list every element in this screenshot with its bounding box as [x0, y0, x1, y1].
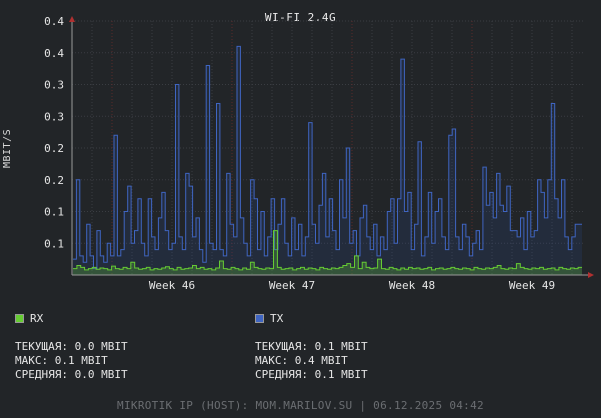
- x-tick-label: Week 46: [149, 279, 195, 292]
- tx-series-line: [73, 45, 582, 270]
- y-tick-label: 0.3: [44, 79, 64, 92]
- legend-rx-label: RX: [30, 312, 44, 325]
- chart-plot: 0.1 0.1 0.2 0.2 0.3 0.3 0.4 0.4 Week 46 Week 47 We…: [44, 15, 594, 292]
- y-tick-label: 0.1: [44, 237, 64, 250]
- tx-area: [73, 46, 582, 276]
- x-axis-arrow: [588, 272, 594, 278]
- tx-max: МАКС: 0.4 MBIT: [255, 354, 348, 367]
- y-tick-label: 0.2: [44, 174, 64, 187]
- y-tick-label: 0.1: [44, 206, 64, 219]
- rx-max: МАКС: 0.1 MBIT: [15, 354, 108, 367]
- legend-rx: RX: [15, 312, 43, 325]
- tx-swatch: [255, 314, 264, 323]
- y-tick-label: 0.2: [44, 142, 64, 155]
- tx-average: СРЕДНЯЯ: 0.1 MBIT: [255, 368, 368, 381]
- rx-area: [73, 230, 582, 275]
- y-tick-label: 0.4: [44, 47, 64, 60]
- x-tick-label: Week 49: [509, 279, 555, 292]
- rx-series-line: [73, 230, 582, 271]
- y-axis-arrow: [69, 16, 75, 22]
- footer-host-info: MIKROTIK IP (HOST): MOM.MARILOV.SU | 06.…: [117, 399, 484, 412]
- tx-stats: ТЕКУЩАЯ: 0.1 MBIT МАКС: 0.4 MBIT СРЕДНЯЯ…: [255, 340, 368, 382]
- legend-tx: TX: [255, 312, 283, 325]
- rx-swatch: [15, 314, 24, 323]
- tx-current: ТЕКУЩАЯ: 0.1 MBIT: [255, 340, 368, 353]
- rx-stats: ТЕКУЩАЯ: 0.0 MBIT МАКС: 0.1 MBIT СРЕДНЯЯ…: [15, 340, 128, 382]
- legend-tx-label: TX: [270, 312, 284, 325]
- rx-average: СРЕДНЯЯ: 0.0 MBIT: [15, 368, 128, 381]
- y-tick-label: 0.3: [44, 110, 64, 123]
- rx-current: ТЕКУЩАЯ: 0.0 MBIT: [15, 340, 128, 353]
- x-tick-label: Week 48: [389, 279, 435, 292]
- y-tick-label: 0.4: [44, 15, 64, 28]
- x-tick-label: Week 47: [269, 279, 315, 292]
